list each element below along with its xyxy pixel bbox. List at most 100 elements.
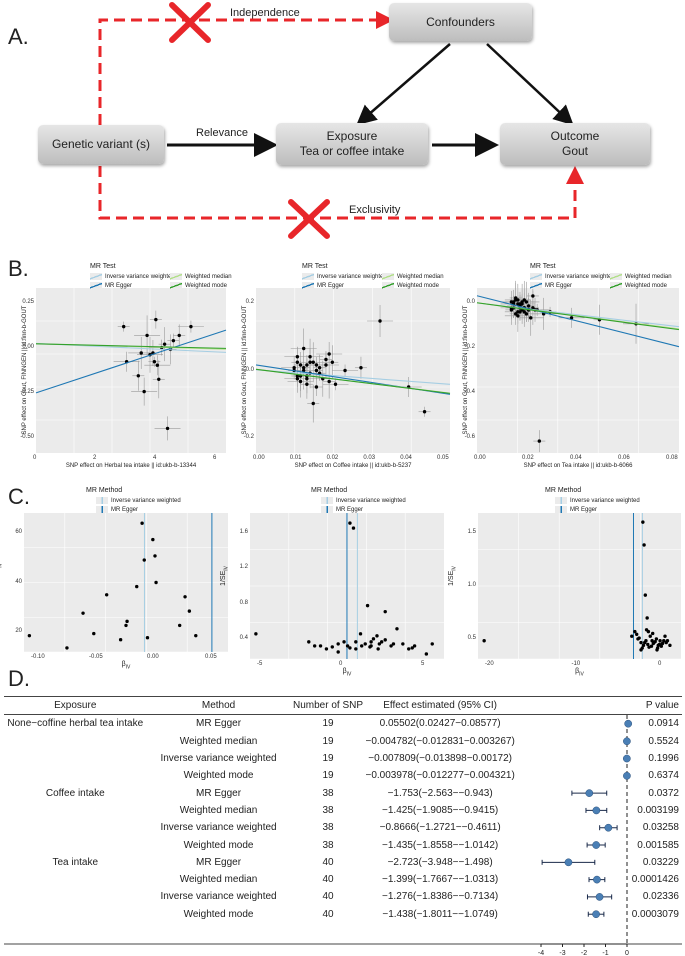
snp-point — [377, 642, 382, 646]
legend-item: Inverse variance weighted — [96, 497, 181, 504]
snp-point — [302, 368, 306, 373]
x-axis-label: SNP effect on Coffee intake || id:ukb-b-… — [294, 463, 412, 469]
snp-point — [145, 635, 150, 640]
snp-point — [324, 647, 329, 651]
table-row: Weighted median 40 −1.399(−1.7667−−1.0313)… — [4, 871, 682, 888]
snp-point — [369, 640, 373, 644]
x-axis-subscript: IV — [346, 671, 352, 678]
snp-point — [314, 368, 319, 373]
legend-key — [170, 282, 182, 289]
snp-point — [165, 426, 170, 431]
legend-text: MR Egger — [317, 283, 345, 290]
snp-point — [139, 351, 143, 355]
legend-text: Weighted median — [397, 274, 444, 281]
independence-label: Independence — [230, 7, 300, 19]
method-cell: Inverse variance weighted — [160, 891, 277, 903]
forest-tick-label: 0 — [625, 950, 629, 956]
estimate-point — [592, 910, 600, 919]
effect-cell: −1.438(−1.8011−−1.0749) — [382, 908, 498, 920]
snp-point — [633, 629, 637, 634]
legend-text: MR Egger — [111, 507, 139, 514]
snp-point — [526, 304, 531, 308]
dag-diagram — [98, 2, 584, 239]
nsnp-cell: 19 — [322, 718, 334, 730]
legend-key — [555, 506, 567, 513]
panel-label-c: C. — [8, 484, 30, 509]
table-row: Tea intake MR Egger 40 −2.723(−3.948−−1.498… — [4, 854, 682, 871]
snp-point — [177, 623, 182, 628]
exclusivity-label: Exclusivity — [349, 204, 401, 216]
snp-point — [298, 363, 303, 367]
snp-point — [311, 401, 315, 406]
y-tick-label: 60 — [15, 529, 22, 535]
snp-point — [295, 374, 300, 378]
snp-point — [348, 646, 352, 650]
snp-point — [642, 543, 646, 547]
x-tick-label: 0.00 — [253, 455, 265, 461]
snp-point — [171, 338, 176, 343]
pvalue-cell: 0.0372 — [648, 787, 679, 799]
x-tick-label: 0 — [339, 661, 343, 667]
snp-point — [145, 333, 149, 338]
x-tick-label: 0.08 — [666, 455, 678, 461]
snp-point — [308, 360, 312, 364]
outcome-box: Outcome Gout — [500, 123, 650, 165]
snp-point — [125, 619, 129, 624]
y-tick-label: -0.4 — [464, 389, 475, 395]
legend-text: Weighted mode — [625, 283, 667, 290]
snp-point — [330, 645, 335, 649]
snp-point — [651, 631, 655, 636]
y-tick-label: 1.2 — [239, 564, 248, 571]
x-tick-label: -0.10 — [31, 654, 45, 660]
snp-point — [311, 360, 315, 364]
x-axis-symbol: β — [575, 668, 580, 675]
panel-label-d: D. — [8, 666, 30, 691]
table-row: Coffee intake MR Egger 38 −1.753(−2.563−−0.… — [4, 784, 682, 801]
snp-point — [305, 377, 309, 381]
x-tick-label: 0.05 — [437, 455, 449, 461]
estimate-point — [623, 771, 631, 780]
pvalue-cell: 0.0003079 — [631, 908, 679, 920]
snp-point — [522, 298, 526, 302]
legend-text: Weighted mode — [185, 283, 227, 290]
mr-fit-line — [476, 302, 680, 331]
snp-point — [312, 644, 317, 648]
snp-point — [307, 640, 311, 644]
snp-point — [154, 580, 158, 585]
legend-item: Inverse variance weighted — [90, 273, 175, 280]
legend-item: Weighted median — [170, 273, 232, 280]
x-axis-label: βIV — [24, 661, 228, 670]
legend-key — [382, 273, 394, 280]
funnel-svg — [250, 513, 444, 660]
y-tick-label: 0.2 — [245, 299, 254, 305]
header-method: Method — [146, 695, 291, 716]
y-tick-label: 1.5 — [467, 529, 476, 535]
legend-item: MR Egger — [90, 282, 132, 289]
pvalue-cell: 0.1996 — [648, 753, 679, 765]
snp-point — [660, 641, 665, 646]
snp-point — [348, 521, 352, 525]
scatter-panel — [35, 288, 227, 453]
legend-key — [321, 506, 333, 513]
pvalue-cell: 0.5524 — [648, 735, 679, 747]
estimate-point — [604, 823, 613, 832]
snp-point — [142, 389, 146, 394]
x-tick-label: 0.00 — [474, 455, 486, 461]
confounder-outcome-arrow — [486, 43, 574, 126]
nsnp-cell: 19 — [322, 770, 334, 782]
legend-item: MR Egger — [321, 506, 363, 513]
scatter-panel — [255, 288, 451, 453]
snp-point — [136, 374, 141, 378]
pvalue-cell: 0.03229 — [642, 856, 679, 868]
snp-point — [383, 638, 387, 642]
snp-point — [662, 639, 666, 643]
estimate-point — [595, 893, 604, 901]
legend-key — [610, 282, 622, 289]
method-cell: Weighted mode — [183, 839, 254, 851]
snp-point — [375, 634, 379, 638]
x-tick-label: 5 — [421, 661, 425, 667]
snp-point — [643, 593, 648, 597]
legend-key — [530, 282, 542, 289]
snp-point — [177, 333, 181, 338]
snp-point — [135, 584, 139, 589]
